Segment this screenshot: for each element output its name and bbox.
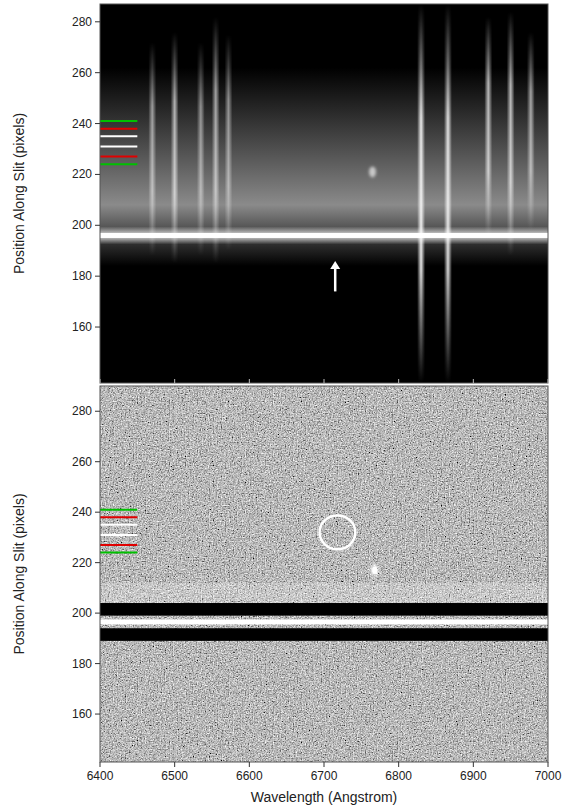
emission-spot [369,166,376,177]
dark-band [100,628,548,641]
x-tick-label: 6900 [460,769,487,783]
aperture-line [100,516,137,518]
emission-spot [371,565,378,576]
x-tick-label: 6800 [385,769,412,783]
sky-line [484,17,492,238]
plot-area [100,4,548,383]
x-tick-label: 7000 [535,769,562,783]
aperture-line [100,120,137,122]
y-tick [95,512,100,513]
y-tick-label: 180 [72,269,92,283]
aperture-line [100,128,137,130]
x-tick-label: 6700 [311,769,338,783]
x-tick [174,762,175,767]
y-tick-label: 160 [72,707,92,721]
y-tick [95,562,100,563]
y-tick [95,613,100,614]
x-tick-label: 6600 [236,769,263,783]
aperture-line [100,524,137,526]
y-tick-label: 180 [72,657,92,671]
frame [100,4,548,383]
aperture-line [100,135,137,137]
aperture-line [100,156,137,158]
y-tick [95,72,100,73]
noise [100,386,548,762]
y-tick [95,123,100,124]
y-tick-label: 160 [72,320,92,334]
y-tick [95,714,100,715]
aperture-line [100,163,137,165]
sky-line [224,35,232,251]
x-tick [324,379,325,383]
x-tick [473,379,474,383]
aperture-line [100,509,137,511]
aperture-line [100,145,137,147]
x-tick [398,762,399,767]
x-tick [174,379,175,383]
aperture-line [100,552,137,554]
y-tick-label: 260 [72,66,92,80]
aperture-line [100,544,137,546]
x-tick [548,762,549,767]
x-tick [324,762,325,767]
x-tick [473,762,474,767]
y-axis-title: Position Along Slit (pixels) [11,113,27,274]
arrow-head [330,261,340,269]
x-tick [249,379,250,383]
figure: 160 180 200 220 240 260 280 Position Along Slit… [0,0,571,811]
y-tick-label: 220 [72,167,92,181]
frame [100,386,548,762]
x-tick-label: 6500 [161,769,188,783]
y-tick-label: 220 [72,556,92,570]
emission-core [372,567,377,574]
continuum [100,233,548,238]
y-tick [95,276,100,277]
y-tick-label: 200 [72,606,92,620]
highlight-circle [320,515,356,549]
y-tick-label: 200 [72,218,92,232]
sky-line [197,42,205,256]
y-tick-label: 280 [72,404,92,418]
y-tick-label: 240 [72,117,92,131]
y-tick-label: 280 [72,15,92,29]
x-tick [100,762,101,767]
sky-line [212,17,220,264]
y-tick [95,21,100,22]
y-tick [95,174,100,175]
background [100,4,548,383]
y-tick-label: 260 [72,455,92,469]
x-tick [398,379,399,383]
y-tick [95,327,100,328]
y-tick [95,461,100,462]
x-tick [548,379,549,383]
sky-line [527,32,535,230]
x-tick [249,762,250,767]
dark-band [100,603,548,616]
sky-line [507,12,515,256]
background [100,386,548,762]
y-tick-label: 240 [72,505,92,519]
aperture-line [100,534,137,536]
sky-line [444,4,452,383]
y-tick [95,663,100,664]
y-tick [95,411,100,412]
continuum-residual [100,619,548,624]
x-tick-label: 6400 [87,769,114,783]
x-tick [100,379,101,383]
arrow [334,267,337,292]
y-tick [95,225,100,226]
continuum-glow [100,226,548,244]
sky-line [148,42,156,256]
object-glow [100,68,548,266]
plot-area [100,386,548,762]
x-axis-title: Wavelength (Angstrom) [251,789,398,805]
sky-line [417,4,425,383]
y-axis-title: Position Along Slit (pixels) [11,493,27,654]
